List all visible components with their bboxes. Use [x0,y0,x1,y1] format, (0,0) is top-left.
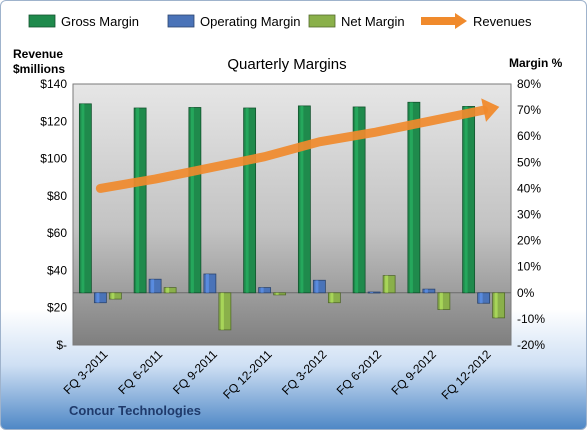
right-axis-title: Margin % [509,56,563,70]
legend-label: Gross Margin [61,14,139,29]
left-tick-label: $20 [47,301,67,315]
bar-gross-margin [297,105,311,294]
revenue-arrowhead [481,98,500,122]
bar-gross-margin [78,103,92,294]
bar-gross-margin [407,101,421,294]
bar-highlight [479,292,483,304]
bar-highlight [205,274,209,293]
x-tick-label: FQ 3-2011 [61,347,111,397]
left-tick-label: $80 [47,189,67,203]
right-tick-label: 20% [517,234,541,248]
legend-swatch [167,14,195,28]
bar-highlight [409,102,413,293]
bar-net-margin [163,287,177,294]
x-tick-label: FQ 9-2012 [389,347,440,398]
bar-highlight [245,108,249,293]
bar-operating-margin [477,292,491,304]
bar-operating-margin [258,287,272,294]
bar-net-margin [327,292,341,304]
bar-highlight [136,108,140,293]
right-tick-label: 10% [517,260,541,274]
right-tick-label: -10% [517,312,545,326]
bar-highlight [494,292,498,318]
bar-highlight [220,292,224,330]
bar-net-margin [273,292,287,296]
bar-highlight [275,292,279,295]
right-tick-label: 30% [517,208,541,222]
legend-item-operating-margin: Operating Margin [167,14,300,29]
right-tick-label: 40% [517,181,541,195]
legend-swatch [28,14,56,28]
bar-highlight [424,289,428,293]
bar-highlight [190,107,194,293]
bar-highlight [330,292,334,303]
x-tick-label: FQ 9-2011 [170,347,220,397]
bar-operating-margin [422,288,436,294]
bar-highlight [355,106,359,293]
bar-gross-margin [133,107,147,294]
right-tick-label: 50% [517,155,541,169]
bar-net-margin [437,292,451,310]
bar-highlight [370,292,374,294]
bar-gross-margin [188,107,202,294]
bar-net-margin [108,292,122,300]
right-tick-label: 60% [517,129,541,143]
legend-label: Operating Margin [200,14,300,29]
x-tick-label: FQ 12-2011 [220,347,275,402]
bar-highlight [385,275,389,293]
bar-net-margin [218,292,232,331]
bar-highlight [464,106,468,293]
right-tick-label: 0% [517,286,535,300]
left-tick-label: $120 [40,114,67,128]
right-tick-label: 80% [517,77,541,91]
legend-item-gross-margin: Gross Margin [28,14,139,29]
bar-operating-margin [93,292,107,304]
right-tick-label: -20% [517,338,545,352]
legend-label: Net Margin [341,14,405,29]
bar-operating-margin [148,278,162,294]
bar-highlight [300,105,304,293]
bar-net-margin [382,275,396,294]
bar-operating-margin [203,273,217,294]
bar-highlight [166,287,170,293]
legend-arrow [455,13,467,29]
bar-highlight [439,292,443,310]
legend-label: Revenues [473,14,532,29]
bar-highlight [111,292,115,300]
company-name: Concur Technologies [69,403,201,418]
left-tick-label: $60 [47,226,67,240]
legend-item-net-margin: Net Margin [308,14,405,29]
bar-gross-margin [462,106,476,294]
x-tick-label: FQ 6-2012 [334,347,385,398]
bar-gross-margin [243,107,257,294]
right-tick-label: 70% [517,103,541,117]
left-axis-title-line2: $millions [13,62,65,76]
bar-highlight [151,279,155,293]
legend-item-revenues: Revenues [421,13,532,29]
revenue-line [95,105,489,193]
bar-operating-margin [367,291,381,294]
bar-highlight [315,280,319,293]
left-tick-label: $140 [40,77,67,91]
x-tick-label: FQ 3-2012 [279,347,330,398]
legend-swatch [308,14,336,28]
bar-net-margin [492,292,506,319]
left-tick-label: $40 [47,263,67,277]
left-tick-label: $- [56,338,67,352]
bar-highlight [260,287,264,293]
bar-highlight [81,103,85,293]
bar-operating-margin [312,279,326,294]
left-axis-title-line1: Revenue [13,47,63,61]
bar-highlight [96,292,100,303]
left-tick-label: $100 [40,152,67,166]
chart-title: Quarterly Margins [227,56,346,73]
x-tick-label: FQ 12-2012 [439,347,494,402]
x-tick-label: FQ 6-2011 [115,347,165,397]
